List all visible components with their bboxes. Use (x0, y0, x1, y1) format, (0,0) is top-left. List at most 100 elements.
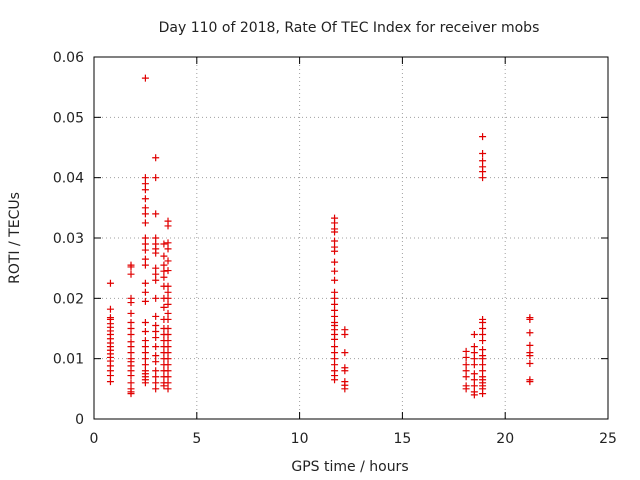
data-point (341, 331, 349, 339)
data-point (141, 246, 149, 254)
data-point (152, 249, 160, 257)
data-point (526, 315, 534, 323)
data-point (141, 318, 149, 326)
data-point (127, 318, 135, 326)
data-point (160, 267, 168, 275)
data-point (462, 373, 470, 381)
data-point (127, 343, 135, 351)
data-point (470, 370, 478, 378)
data-point (479, 174, 487, 182)
data-point (479, 390, 487, 398)
data-point (127, 372, 135, 380)
data-point (164, 325, 172, 332)
data-point (141, 180, 149, 188)
y-tick-label: 0.03 (53, 231, 84, 247)
data-point (470, 331, 478, 339)
data-point (470, 391, 478, 399)
data-point (141, 297, 149, 305)
data-point (160, 303, 168, 311)
data-point (141, 328, 149, 336)
data-point (479, 168, 487, 176)
data-point (164, 367, 172, 375)
data-point (141, 219, 149, 227)
data-point (141, 255, 149, 263)
data-point (462, 347, 470, 355)
data-point (164, 343, 172, 351)
data-point (526, 359, 534, 367)
data-point (164, 385, 172, 393)
data-point (127, 379, 135, 387)
x-tick-label: 0 (90, 431, 99, 447)
data-point (331, 306, 339, 314)
data-point (127, 349, 135, 357)
data-point (479, 325, 487, 332)
x-tick-label: 20 (496, 431, 514, 447)
y-tick-label: 0.04 (53, 171, 84, 187)
data-point (331, 294, 339, 302)
data-point (479, 346, 487, 354)
data-point (152, 294, 160, 302)
data-point (331, 267, 339, 275)
data-point (164, 239, 172, 247)
data-point (164, 361, 172, 369)
data-point (331, 288, 339, 296)
data-point (164, 349, 172, 357)
data-point (152, 385, 160, 393)
data-point (152, 154, 160, 162)
data-point (141, 74, 149, 82)
x-tick-label: 5 (192, 431, 201, 447)
grid-lines (94, 57, 608, 419)
data-point (331, 355, 339, 363)
data-point (141, 174, 149, 182)
data-point (152, 270, 160, 278)
y-tick-label: 0.01 (53, 352, 84, 368)
data-point (152, 352, 160, 360)
data-point (526, 329, 534, 337)
data-point (141, 279, 149, 287)
data-point (160, 273, 168, 281)
data-point (164, 331, 172, 339)
data-point (127, 263, 135, 271)
data-point (526, 378, 534, 386)
x-axis-tick-labels: 0 5 10 15 20 25 (90, 431, 617, 447)
data-point (160, 261, 168, 269)
data-point (331, 361, 339, 369)
data-point (127, 299, 135, 307)
data-point (164, 245, 172, 253)
data-point (141, 186, 149, 194)
data-point (164, 257, 172, 265)
data-point (526, 341, 534, 349)
data-point (160, 382, 168, 390)
data-point (106, 372, 114, 380)
data-point (152, 312, 160, 320)
data-point (106, 305, 114, 313)
x-tick-label: 25 (599, 431, 617, 447)
y-tick-label: 0.05 (53, 110, 84, 126)
data-point (462, 367, 470, 375)
x-tick-label: 15 (393, 431, 411, 447)
data-point (164, 282, 172, 290)
data-point (479, 355, 487, 363)
data-point (331, 228, 339, 236)
data-points (106, 74, 534, 399)
data-point (331, 276, 339, 284)
data-point (526, 352, 534, 360)
data-point (479, 318, 487, 326)
data-point (462, 385, 470, 393)
data-point (152, 264, 160, 272)
data-point (331, 343, 339, 351)
data-point (331, 237, 339, 245)
data-point (141, 337, 149, 345)
chart-title: Day 110 of 2018, Rate Of TEC Index for r… (159, 20, 540, 36)
data-point (152, 234, 160, 242)
data-point (164, 300, 172, 308)
data-point (164, 294, 172, 302)
data-point (127, 390, 135, 398)
data-point (479, 133, 487, 141)
data-point (331, 219, 339, 227)
data-point (127, 325, 135, 332)
data-point (331, 312, 339, 320)
y-axis-tick-labels: 0 0.01 0.02 0.03 0.04 0.05 0.06 (53, 50, 84, 428)
